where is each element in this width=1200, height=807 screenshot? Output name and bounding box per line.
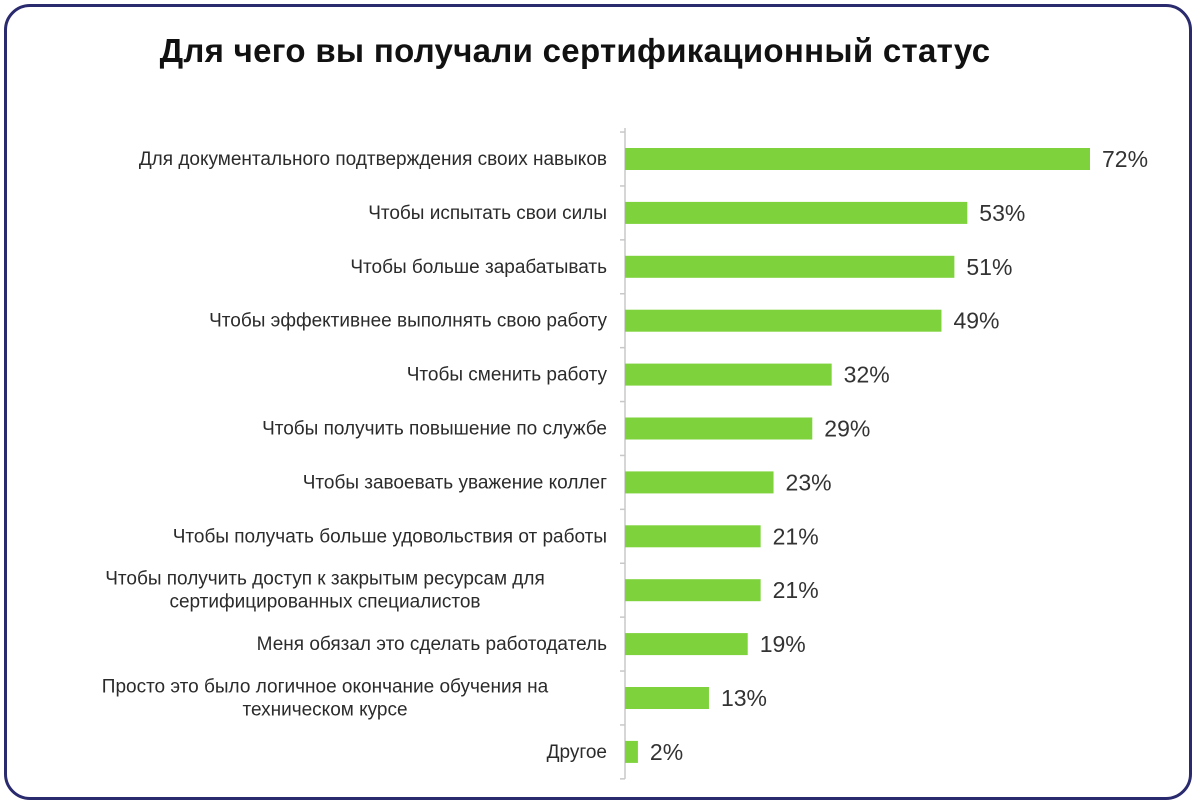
chart-title: Для чего вы получали сертификационный ст… — [159, 32, 991, 69]
category-label-line: Чтобы сменить работу — [407, 365, 608, 386]
bar — [625, 255, 955, 278]
data-label: 53% — [979, 200, 1025, 226]
data-label: 51% — [966, 254, 1012, 280]
category-label: Чтобы получить повышение по службе — [262, 419, 607, 440]
category-label-line: Чтобы завоевать уважение коллег — [303, 472, 607, 493]
chart-frame — [4, 4, 1192, 800]
category-label: Меня обязал это сделать работодатель — [257, 634, 607, 655]
category-label-line: Чтобы эффективнее выполнять свою работу — [209, 311, 607, 332]
category-label-line: Меня обязал это сделать работодатель — [257, 634, 607, 655]
category-label: Чтобы эффективнее выполнять свою работу — [209, 311, 607, 332]
bar — [625, 201, 968, 224]
data-label: 72% — [1102, 146, 1148, 172]
data-label: 19% — [760, 631, 806, 657]
category-label: Чтобы испытать свои силы — [368, 203, 607, 224]
data-label: 23% — [786, 469, 832, 495]
category-label-line: Чтобы получить доступ к закрытым ресурса… — [105, 569, 545, 590]
category-label: Чтобы завоевать уважение коллег — [303, 472, 607, 493]
category-label-line: Другое — [547, 742, 607, 763]
data-label: 2% — [650, 739, 683, 765]
bar — [625, 148, 1090, 170]
category-label-line: Чтобы получить повышение по службе — [262, 419, 607, 440]
bar — [625, 471, 774, 494]
category-label-line: Просто это было логичное окончание обуче… — [102, 677, 549, 698]
category-label-line: Чтобы больше зарабатывать — [350, 257, 607, 278]
category-label-line: техническом курсе — [242, 700, 407, 721]
data-label: 13% — [721, 685, 767, 711]
category-label: Другое — [547, 742, 607, 763]
category-label-line: Для документального подтверждения своих … — [139, 149, 607, 170]
category-label: Чтобы получить доступ к закрытым ресурса… — [105, 569, 545, 613]
data-label: 29% — [824, 416, 870, 442]
bar — [625, 309, 942, 332]
bar — [625, 417, 813, 440]
category-label: Чтобы больше зарабатывать — [350, 257, 607, 278]
category-label-line: Чтобы испытать свои силы — [368, 203, 607, 224]
category-label: Просто это было логичное окончание обуче… — [102, 677, 549, 721]
category-label: Чтобы сменить работу — [407, 365, 608, 386]
bar — [625, 525, 761, 548]
data-label: 49% — [953, 308, 999, 334]
bar — [625, 740, 638, 763]
bar — [625, 579, 761, 602]
data-label: 21% — [773, 523, 819, 549]
bar — [625, 363, 832, 386]
category-label-line: Чтобы получать больше удовольствия от ра… — [173, 526, 607, 547]
bar — [625, 687, 709, 709]
category-label: Для документального подтверждения своих … — [139, 149, 607, 170]
data-label: 32% — [844, 362, 890, 388]
bar — [625, 633, 748, 656]
data-label: 21% — [773, 577, 819, 603]
category-label: Чтобы получать больше удовольствия от ра… — [173, 526, 607, 547]
category-label-line: сертифицированных специалистов — [169, 592, 480, 613]
